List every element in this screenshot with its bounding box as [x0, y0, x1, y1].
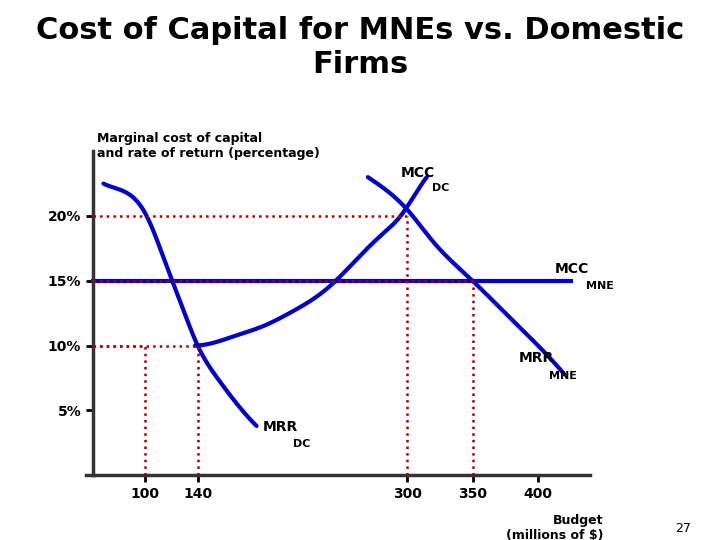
Text: MCC: MCC — [400, 166, 435, 180]
Text: Marginal cost of capital
and rate of return (percentage): Marginal cost of capital and rate of ret… — [97, 132, 320, 160]
Text: MNE: MNE — [549, 370, 577, 381]
Text: MNE: MNE — [587, 281, 614, 291]
Text: 27: 27 — [675, 522, 691, 535]
Text: DC: DC — [432, 183, 449, 193]
Text: MRR: MRR — [263, 420, 298, 434]
Text: MCC: MCC — [555, 261, 589, 275]
Text: Budget
(millions of $): Budget (millions of $) — [506, 514, 603, 540]
Text: MRR: MRR — [518, 351, 554, 365]
Text: DC: DC — [293, 439, 310, 449]
Text: Cost of Capital for MNEs vs. Domestic
Firms: Cost of Capital for MNEs vs. Domestic Fi… — [36, 16, 684, 79]
